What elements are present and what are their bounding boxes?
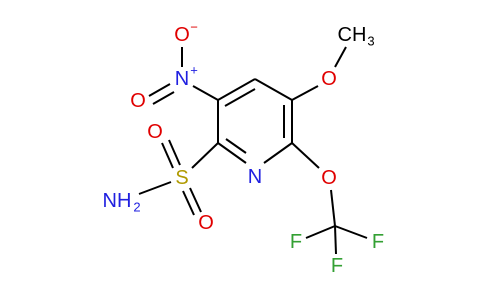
bonds bbox=[138, 46, 368, 255]
atom-subscript: 2 bbox=[133, 200, 140, 215]
atom-label: CH bbox=[338, 24, 367, 46]
atom-label: F bbox=[372, 231, 384, 253]
atom-label: N bbox=[175, 68, 189, 90]
atom-label: NH bbox=[103, 190, 132, 212]
atom-charge: + bbox=[190, 63, 198, 78]
atom-label: O bbox=[321, 167, 337, 189]
atom-label: O bbox=[130, 90, 146, 112]
atom-label: O bbox=[147, 121, 163, 143]
atom-label: O bbox=[174, 24, 190, 46]
atom-label: S bbox=[175, 167, 188, 189]
atom-label: N bbox=[248, 166, 262, 188]
atom-label: O bbox=[321, 68, 337, 90]
atom-labels: O − N + O O CH 3 N S O O NH 2 O F F F bbox=[103, 20, 385, 278]
atom-label: F bbox=[290, 231, 302, 253]
atom-charge: − bbox=[190, 20, 198, 35]
atom-subscript: 3 bbox=[367, 34, 374, 49]
atom-label: F bbox=[331, 255, 343, 277]
atom-label: O bbox=[198, 212, 214, 234]
